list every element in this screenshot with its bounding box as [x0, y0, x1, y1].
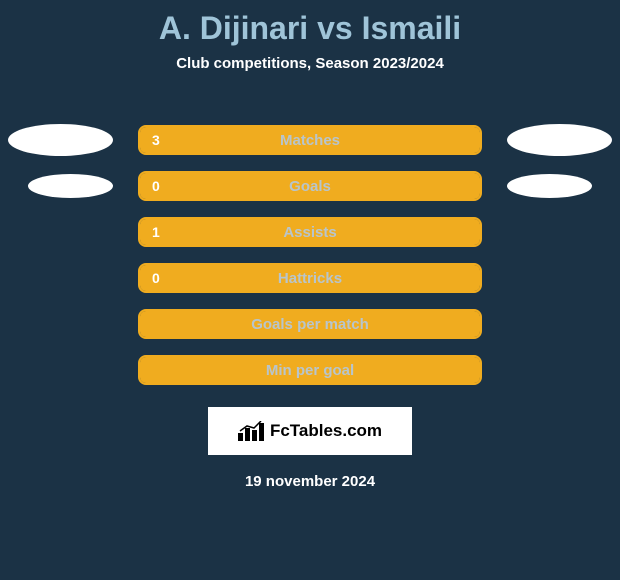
brand-chart-icon — [238, 421, 264, 441]
stat-row: Min per goal — [0, 347, 620, 393]
player-right-marker — [507, 174, 592, 198]
stat-bar: 0Hattricks — [138, 263, 482, 293]
stat-row: 0Goals — [0, 163, 620, 209]
stat-row: 0Hattricks — [0, 255, 620, 301]
stat-label: Assists — [140, 224, 480, 241]
comparison-title: A. Dijinari vs Ismaili — [0, 0, 620, 55]
stat-row: 3Matches — [0, 117, 620, 163]
stat-label: Goals per match — [140, 316, 480, 333]
brand-badge: FcTables.com — [208, 407, 412, 455]
stat-bar: Goals per match — [138, 309, 482, 339]
stat-label: Hattricks — [140, 270, 480, 287]
stat-label: Goals — [140, 178, 480, 195]
comparison-subtitle: Club competitions, Season 2023/2024 — [0, 55, 620, 72]
stat-row: 1Assists — [0, 209, 620, 255]
date-text: 19 november 2024 — [0, 473, 620, 490]
stat-bar: Min per goal — [138, 355, 482, 385]
stat-bar: 0Goals — [138, 171, 482, 201]
stat-bar: 1Assists — [138, 217, 482, 247]
player-left-marker — [8, 124, 113, 156]
player-right-marker — [507, 124, 612, 156]
stats-container: 3Matches 0Goals 1Assists 0Hattricks Goals pe… — [0, 117, 620, 393]
stat-bar: 3Matches — [138, 125, 482, 155]
stat-row: Goals per match — [0, 301, 620, 347]
stat-label: Matches — [140, 132, 480, 149]
player-left-marker — [28, 174, 113, 198]
brand-text: FcTables.com — [270, 421, 382, 441]
stat-label: Min per goal — [140, 362, 480, 379]
